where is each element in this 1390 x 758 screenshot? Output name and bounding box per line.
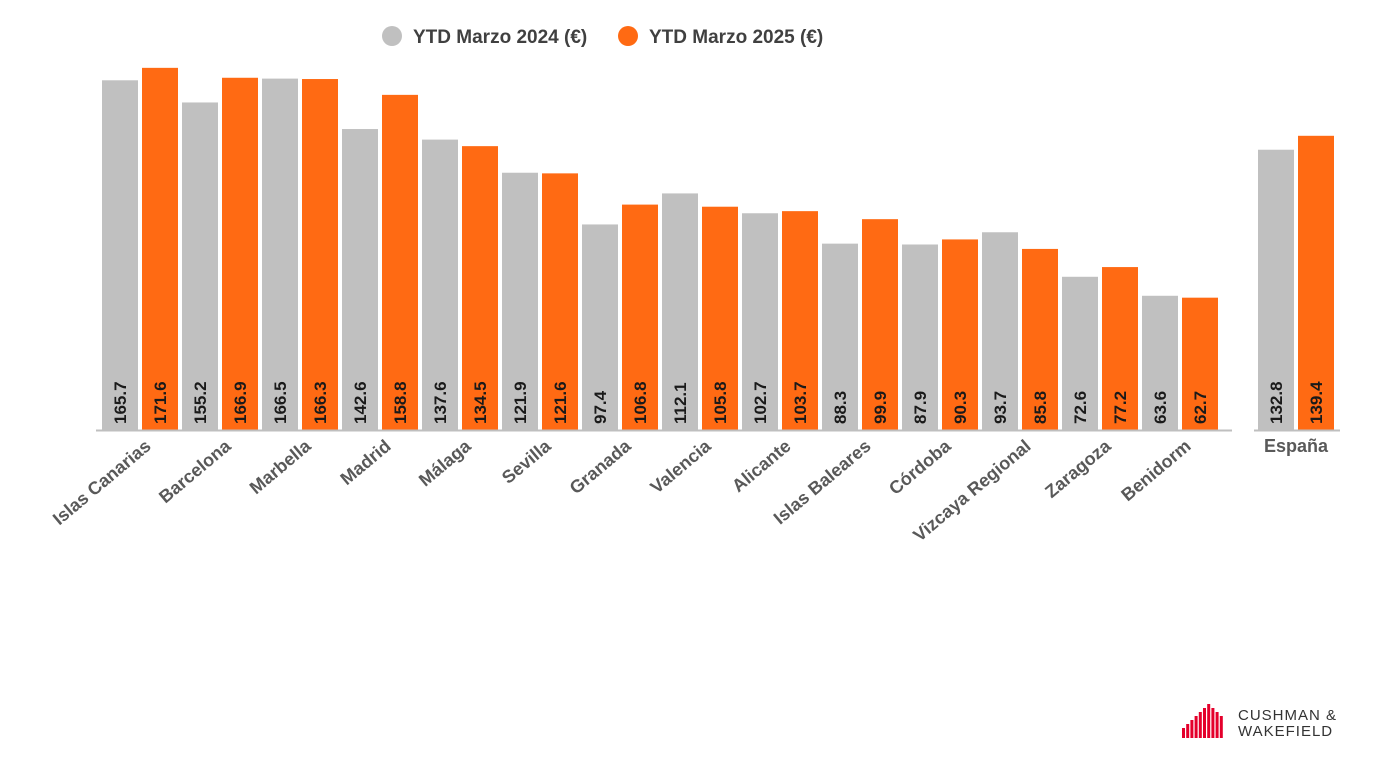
- data-label: 62.7: [1191, 391, 1210, 424]
- data-label: 93.7: [991, 391, 1010, 424]
- data-label: 99.9: [871, 391, 890, 424]
- category-label: Valencia: [647, 435, 716, 497]
- bar-2024: [342, 129, 378, 430]
- category-label: Málaga: [415, 435, 475, 490]
- bar-2025: [702, 206, 738, 430]
- bar-2025: [1182, 297, 1218, 430]
- data-label: 139.4: [1307, 381, 1326, 424]
- category-labels: Islas Canarias Barcelona Marbella Madrid Mál…: [49, 435, 1329, 545]
- data-label: 134.5: [471, 381, 490, 424]
- category-label: Zaragoza: [1041, 435, 1115, 502]
- data-label: 132.8: [1267, 381, 1286, 424]
- category-label: Barcelona: [155, 435, 235, 507]
- data-label: 72.6: [1071, 391, 1090, 424]
- data-label: 166.5: [271, 381, 290, 424]
- chart-bars: [102, 67, 1334, 431]
- logo-wordmark: CUSHMAN & WAKEFIELD: [1238, 708, 1337, 740]
- bar-2025: [1102, 267, 1138, 430]
- bar-2025: [462, 146, 498, 430]
- bar-2024: [502, 172, 538, 430]
- bar-2024: [982, 232, 1018, 430]
- logo-bar: [1186, 724, 1190, 738]
- bar-2024: [422, 139, 458, 430]
- bar-2025: [942, 239, 978, 430]
- bar-2025: [222, 77, 258, 431]
- logo-bar: [1190, 720, 1194, 738]
- data-label: 63.6: [1151, 391, 1170, 424]
- data-label: 97.4: [591, 390, 610, 424]
- logo-bar: [1194, 716, 1198, 738]
- bar-2025: [382, 94, 418, 430]
- data-label: 121.6: [551, 381, 570, 424]
- chart-legend: YTD Marzo 2024 (€) YTD Marzo 2025 (€): [382, 26, 823, 48]
- data-label: 106.8: [631, 381, 650, 424]
- logo-bar: [1207, 704, 1211, 738]
- bar-2024: [582, 224, 618, 430]
- logo-bar: [1211, 708, 1215, 738]
- data-label: 158.8: [391, 381, 410, 424]
- logo-bar: [1182, 728, 1185, 738]
- data-label: 137.6: [431, 381, 450, 424]
- bar-2024: [822, 243, 858, 430]
- bar-2025: [862, 219, 898, 430]
- bar-2025: [1022, 248, 1058, 430]
- logo-bars-icon: [1182, 704, 1223, 738]
- logo-bar: [1203, 708, 1206, 738]
- legend-marker: [382, 26, 402, 46]
- category-label: Marbella: [246, 435, 316, 498]
- bar-2024: [662, 193, 698, 430]
- bar-2025: [302, 79, 338, 430]
- category-label: Sevilla: [498, 435, 555, 488]
- bar-2025: [782, 211, 818, 430]
- data-label: 165.7: [111, 381, 130, 424]
- data-label: 155.2: [191, 381, 210, 424]
- data-label: 88.3: [831, 391, 850, 424]
- category-label: Benidorm: [1117, 436, 1194, 505]
- logo-line-2: WAKEFIELD: [1238, 723, 1334, 740]
- legend-label: YTD Marzo 2024 (€): [413, 27, 587, 48]
- data-label: 166.9: [231, 381, 250, 424]
- bar-2024: [182, 102, 218, 430]
- bar-2024: [102, 80, 138, 430]
- category-label: Islas Canarias: [49, 436, 155, 529]
- bar-2025: [542, 173, 578, 431]
- bar-2025: [622, 204, 658, 430]
- data-label: 142.6: [351, 381, 370, 424]
- category-label: Córdoba: [885, 435, 955, 499]
- bar-2024: [742, 213, 778, 430]
- category-label: Madrid: [337, 436, 395, 489]
- data-label: 121.9: [511, 381, 530, 424]
- bar-2024: [1142, 295, 1178, 430]
- category-label-espana: España: [1264, 436, 1329, 456]
- logo-bar: [1198, 712, 1202, 738]
- bar-2024: [262, 78, 298, 431]
- legend-marker: [618, 26, 638, 46]
- bar-espana-2025: [1298, 135, 1334, 431]
- data-label: 77.2: [1111, 391, 1130, 424]
- data-label: 112.1: [671, 382, 690, 424]
- bar-2024: [902, 244, 938, 430]
- data-label: 171.6: [151, 381, 170, 424]
- data-label: 103.7: [791, 381, 810, 424]
- data-label: 87.9: [911, 391, 930, 424]
- data-label: 166.3: [311, 381, 330, 424]
- category-label: Granada: [566, 435, 636, 498]
- data-label: 102.7: [751, 381, 770, 424]
- bar-2024: [1062, 276, 1098, 430]
- data-label: 85.8: [1031, 391, 1050, 424]
- category-label: Alicante: [728, 436, 795, 496]
- data-label: 90.3: [951, 391, 970, 424]
- cushman-wakefield-logo: CUSHMAN & WAKEFIELD: [1180, 700, 1360, 742]
- logo-bar: [1219, 716, 1223, 738]
- data-label: 105.8: [711, 381, 730, 424]
- logo-bar: [1215, 712, 1219, 738]
- value-labels: 165.7 171.6 155.2 166.9 166.5 166.3 142.6 158.8…: [111, 381, 1326, 424]
- bar-espana-2024: [1258, 149, 1294, 431]
- logo-line-1: CUSHMAN &: [1238, 707, 1338, 724]
- bar-2025: [142, 67, 178, 431]
- legend-label: YTD Marzo 2025 (€): [649, 27, 823, 48]
